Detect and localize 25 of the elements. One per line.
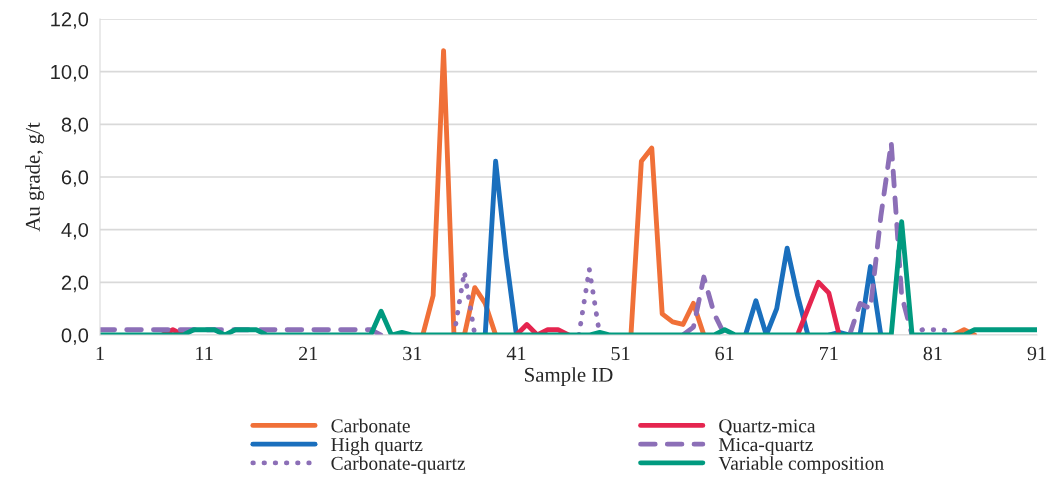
x-tick-label: 71 bbox=[820, 346, 838, 361]
x-tick-label: 11 bbox=[196, 346, 213, 361]
legend-label: Carbonate-quartz bbox=[331, 456, 466, 474]
y-tick-label: 10,0 bbox=[51, 64, 89, 82]
y-tick-label: 4,0 bbox=[61, 222, 89, 240]
x-axis-title: Sample ID bbox=[525, 367, 613, 387]
legend-label: Quartz-mica bbox=[719, 419, 816, 436]
x-tick-label: 31 bbox=[403, 346, 422, 361]
legend-label: High quartz bbox=[331, 437, 423, 456]
y-axis-title: Au grade, g/t bbox=[25, 122, 45, 232]
x-tick-label: 1 bbox=[96, 346, 104, 361]
y-tick-label: 0,0 bbox=[61, 328, 89, 345]
x-tick-label: 91 bbox=[1027, 346, 1046, 361]
y-tick-label: 8,0 bbox=[61, 117, 89, 135]
legend-label: Carbonate bbox=[331, 418, 410, 433]
x-tick-label: 61 bbox=[715, 346, 734, 361]
y-tick-label: 12,0 bbox=[51, 12, 89, 29]
legend-label: Variable composition bbox=[718, 456, 884, 474]
legend-label: Mica-quartz bbox=[718, 438, 813, 456]
x-tick-label: 41 bbox=[506, 346, 526, 361]
y-tick-label: 6,0 bbox=[61, 170, 89, 187]
x-tick-label: 81 bbox=[923, 346, 942, 361]
x-tick-label: 51 bbox=[611, 346, 630, 361]
x-tick-label: 21 bbox=[299, 346, 318, 361]
y-tick-label: 2,0 bbox=[61, 275, 89, 293]
